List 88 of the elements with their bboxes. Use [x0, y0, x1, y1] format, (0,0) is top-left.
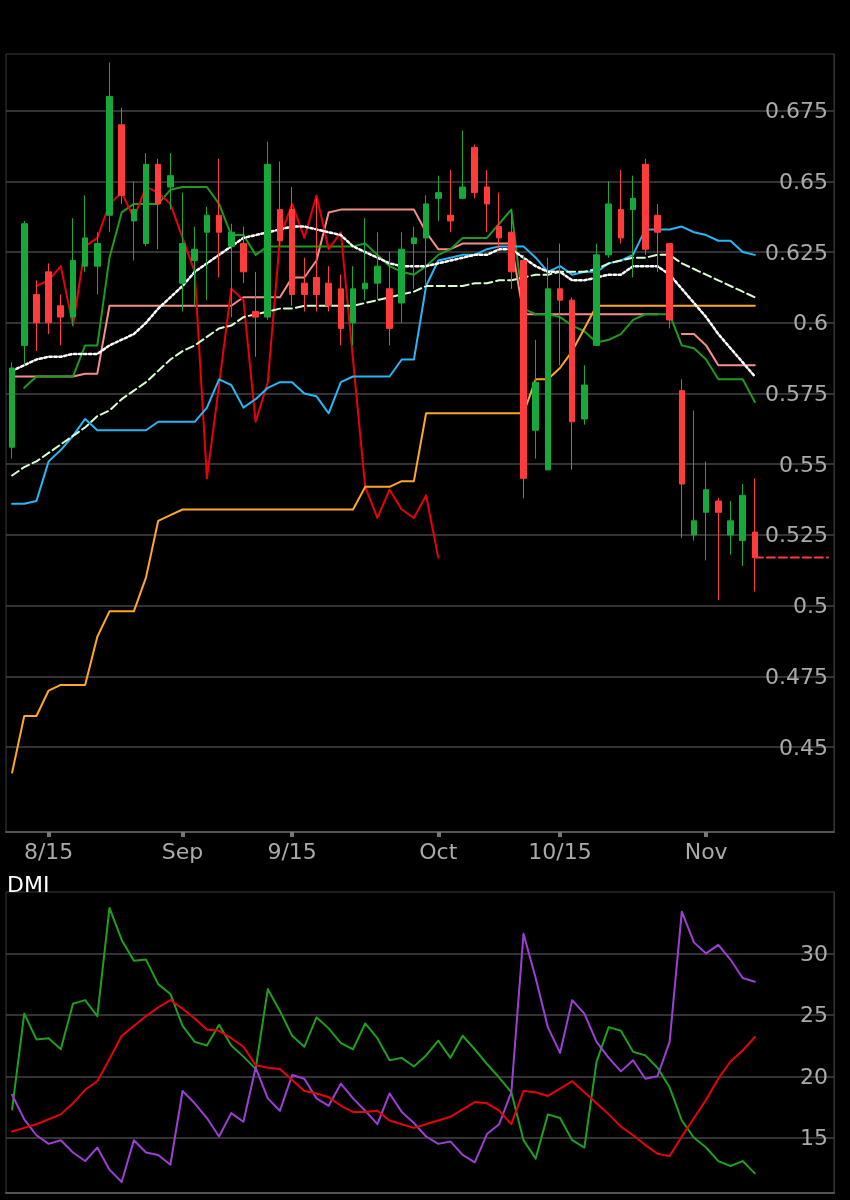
y-tick-label: 0.6 [793, 310, 828, 336]
y-tick-label: 0.65 [779, 168, 828, 194]
candlestick [642, 158, 649, 256]
candlestick [45, 262, 52, 335]
candlestick [557, 243, 563, 366]
candlestick [252, 271, 259, 358]
y-tick-label: 0.5 [793, 593, 828, 619]
candlestick [666, 243, 673, 329]
candlestick [131, 180, 137, 262]
candlestick [362, 217, 368, 301]
candlestick [471, 144, 478, 199]
candlestick [313, 197, 320, 312]
line-series [11, 999, 756, 1158]
candlestick [398, 231, 405, 324]
candlestick [289, 186, 295, 307]
line-series [23, 185, 756, 403]
candlestick [70, 217, 76, 327]
line-series [11, 304, 756, 774]
candlestick [618, 169, 624, 245]
candlestick [57, 293, 64, 346]
candlestick [386, 251, 393, 346]
line-series [11, 253, 756, 477]
candlestick [179, 192, 186, 312]
line-series [11, 225, 756, 505]
candlestick [605, 180, 612, 259]
candlestick [228, 223, 235, 318]
x-tick-label: Oct [419, 838, 458, 864]
candlestick [264, 141, 271, 321]
x-tick-label: Sep [161, 838, 204, 864]
candlestick [545, 257, 551, 471]
candlestick [143, 152, 149, 247]
candlestick [106, 61, 113, 233]
candlestick [338, 274, 344, 346]
x-tick-label: 8/15 [23, 838, 74, 864]
line-series [35, 185, 440, 559]
candlestick [435, 175, 442, 222]
candlestick [191, 226, 198, 307]
candlestick [94, 231, 101, 295]
candlestick [484, 169, 490, 233]
candlestick [350, 265, 356, 346]
x-tick-label: Nov [684, 838, 728, 864]
candlestick [216, 158, 222, 278]
y-tick-label: 20 [800, 1063, 828, 1089]
candlestick [691, 409, 697, 542]
candlestick [240, 226, 247, 284]
y-tick-label: 0.525 [765, 522, 828, 548]
candlestick [167, 152, 174, 211]
candlestick [9, 361, 15, 460]
candlestick [447, 169, 454, 233]
y-tick-label: 0.55 [779, 451, 828, 477]
candlestick [508, 209, 515, 290]
y-tick-label: 0.575 [765, 380, 828, 406]
x-tick-label: 10/15 [528, 838, 592, 864]
candlestick [630, 175, 636, 278]
candlestick [703, 460, 709, 561]
y-tick-label: 0.625 [765, 239, 828, 265]
candlestick [739, 483, 746, 567]
candlestick [374, 231, 381, 301]
candlestick [33, 279, 40, 352]
candlestick [593, 243, 600, 346]
candlestick [581, 364, 588, 426]
candlestick [532, 339, 539, 460]
candlestick [459, 129, 466, 199]
y-tick-label: 0.475 [765, 663, 828, 689]
candlestick [301, 257, 308, 312]
chart-title: DMI [7, 871, 50, 897]
candlestick [715, 497, 722, 601]
candlestick [654, 203, 661, 273]
candlestick [277, 161, 283, 247]
candlestick [520, 254, 527, 499]
candlestick [496, 192, 502, 250]
candlestick [21, 220, 28, 366]
y-tick-label: 25 [800, 1002, 828, 1028]
x-tick-label: 9/15 [267, 838, 317, 864]
candlestick [423, 194, 429, 287]
candlestick [325, 265, 332, 312]
candlestick [727, 500, 734, 556]
y-tick-label: 15 [800, 1125, 828, 1151]
candlestick [204, 206, 210, 301]
candlestick [155, 158, 161, 250]
y-tick-label: 0.45 [779, 734, 828, 760]
y-tick-label: 30 [800, 940, 828, 966]
candlestick [679, 378, 685, 539]
candlestick [569, 296, 575, 471]
y-tick-label: 0.675 [765, 98, 828, 124]
candlestick [82, 194, 88, 273]
candlestick [118, 107, 125, 205]
candlestick [411, 226, 417, 290]
